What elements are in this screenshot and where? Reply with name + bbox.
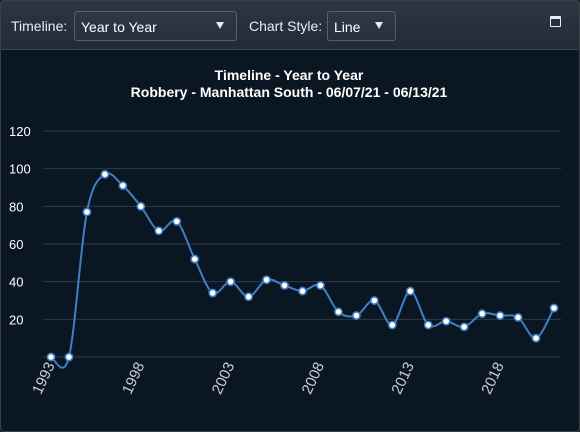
y-tick-label: 60 — [9, 237, 23, 252]
data-point[interactable] — [298, 286, 307, 296]
data-point[interactable] — [531, 333, 541, 343]
chart-style-select[interactable]: Line — [327, 11, 396, 41]
timeline-select-value: Year to Year — [81, 19, 157, 35]
data-point[interactable] — [82, 207, 92, 217]
timeline-select[interactable]: Year to Year — [74, 11, 237, 41]
data-point[interactable] — [369, 296, 379, 305]
data-point[interactable] — [334, 307, 343, 317]
chevron-down-icon — [216, 22, 224, 29]
data-point[interactable] — [513, 313, 523, 322]
data-point[interactable] — [262, 275, 271, 285]
chart-subtitle: Robbery - Manhattan South - 06/07/21 - 0… — [131, 84, 448, 100]
y-tick-label: 40 — [9, 275, 23, 290]
x-tick-label: 1998 — [119, 360, 149, 397]
chevron-down-icon — [375, 22, 383, 29]
data-point[interactable] — [423, 320, 433, 330]
data-point[interactable] — [495, 311, 505, 320]
data-point[interactable] — [46, 352, 56, 362]
x-axis-ticks: 1993 1998 2003 2008 2013 2018 — [29, 360, 508, 397]
data-point[interactable] — [100, 169, 110, 179]
data-point[interactable] — [208, 288, 218, 298]
y-tick-label: 80 — [9, 199, 23, 214]
data-point[interactable] — [64, 352, 74, 362]
data-point[interactable] — [190, 254, 200, 264]
data-point[interactable] — [136, 201, 146, 211]
toolbar: Timeline: Year to Year Chart Style: Line — [1, 1, 579, 50]
chart-style-select-value: Line — [334, 19, 361, 35]
window-restore-icon[interactable] — [550, 16, 561, 27]
y-axis-ticks: 20 40 60 80 100 120 — [9, 124, 31, 327]
data-point[interactable] — [459, 322, 469, 332]
chart-style-label: Chart Style: — [249, 18, 323, 34]
series-line — [50, 172, 555, 369]
data-point[interactable] — [280, 281, 289, 290]
chart-title: Timeline - Year to Year — [215, 67, 364, 83]
data-point[interactable] — [441, 316, 451, 326]
x-tick-label: 2008 — [299, 360, 329, 397]
data-point[interactable] — [351, 311, 361, 320]
data-point[interactable] — [477, 309, 487, 319]
y-tick-label: 20 — [9, 312, 23, 327]
data-point[interactable] — [154, 226, 164, 236]
y-tick-label: 120 — [9, 124, 31, 139]
x-tick-label: 2018 — [478, 360, 508, 397]
gridlines — [43, 130, 561, 358]
x-tick-label: 2013 — [388, 360, 418, 397]
data-point[interactable] — [316, 281, 325, 290]
y-tick-label: 100 — [9, 162, 31, 177]
data-point[interactable] — [172, 216, 182, 226]
data-points — [46, 169, 559, 362]
data-point[interactable] — [118, 181, 128, 191]
data-point[interactable] — [244, 292, 254, 302]
x-tick-label: 1993 — [29, 360, 59, 397]
data-point[interactable] — [405, 286, 415, 296]
data-point[interactable] — [549, 303, 559, 313]
x-tick-label: 2003 — [209, 360, 239, 397]
timeline-label: Timeline: — [11, 18, 68, 34]
data-point[interactable] — [226, 277, 236, 287]
data-point[interactable] — [387, 320, 397, 330]
